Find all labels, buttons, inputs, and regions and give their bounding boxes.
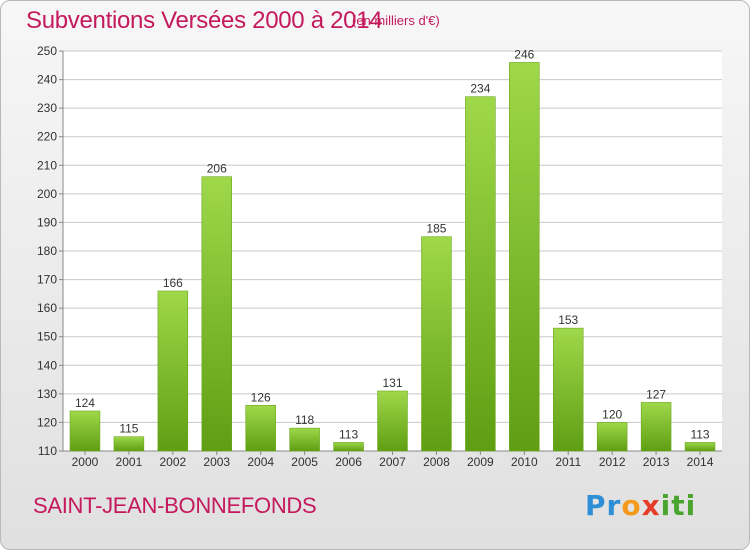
bar-value-label: 120 — [602, 407, 622, 421]
chart-title: Subventions Versées 2000 à 2014 — [26, 7, 383, 34]
y-tick-label: 200 — [37, 187, 57, 201]
x-tick-label: 2009 — [467, 455, 494, 469]
bar-value-label: 166 — [163, 276, 183, 290]
y-tick-label: 250 — [37, 44, 57, 58]
bar — [509, 62, 540, 452]
x-tick-label: 2007 — [379, 455, 406, 469]
x-tick-label: 2008 — [423, 455, 450, 469]
y-tick-label: 220 — [37, 130, 57, 144]
x-tick-label: 2010 — [511, 455, 538, 469]
bar — [421, 236, 452, 452]
bar — [640, 402, 672, 452]
bar-value-label: 206 — [207, 162, 227, 176]
y-tick-label: 240 — [37, 73, 57, 87]
bar-value-label: 124 — [75, 396, 95, 410]
x-tick-label: 2004 — [247, 455, 274, 469]
bar — [596, 422, 628, 452]
bar — [552, 327, 584, 452]
x-tick-label: 2003 — [203, 455, 230, 469]
bar-value-label: 113 — [339, 427, 358, 441]
x-tick-label: 2011 — [555, 455, 581, 469]
y-tick-label: 150 — [37, 330, 57, 344]
bar-value-label: 246 — [514, 47, 534, 61]
x-tick-label: 2000 — [72, 455, 99, 469]
bar-value-label: 115 — [119, 422, 138, 436]
y-tick-label: 180 — [37, 244, 57, 258]
x-tick-label: 2002 — [159, 455, 186, 469]
y-tick-label: 210 — [37, 158, 57, 172]
bar — [684, 442, 716, 452]
y-tick-label: 190 — [37, 215, 57, 229]
bar — [333, 442, 364, 452]
bar-value-label: 153 — [558, 313, 578, 327]
y-tick-label: 230 — [37, 101, 57, 115]
bar — [377, 390, 408, 452]
x-tick-label: 2014 — [687, 455, 714, 469]
proxiti-logo: Proxiti — [585, 489, 697, 522]
y-tick-label: 130 — [37, 387, 57, 401]
bar — [201, 176, 233, 452]
bar — [289, 427, 320, 452]
y-tick-label: 160 — [37, 301, 57, 315]
x-tick-label: 2001 — [116, 455, 143, 469]
bar-value-label: 118 — [295, 413, 314, 427]
x-tick-label: 2006 — [335, 455, 362, 469]
bar — [157, 290, 189, 452]
bar-value-label: 234 — [470, 82, 490, 96]
y-tick-label: 110 — [38, 444, 57, 458]
bar — [245, 404, 276, 452]
x-tick-label: 2012 — [599, 455, 626, 469]
bar-value-label: 127 — [646, 387, 666, 401]
y-tick-label: 170 — [37, 273, 57, 287]
x-tick-label: 2005 — [291, 455, 318, 469]
y-tick-label: 120 — [37, 415, 57, 429]
bar-value-label: 131 — [382, 376, 402, 390]
bar-chart: 110 120 130 140 150 160 170 180 190 200 210 220 230 2… — [37, 44, 722, 469]
bar — [69, 410, 101, 452]
bar — [465, 96, 496, 452]
y-tick-label: 140 — [37, 358, 57, 372]
x-tick-label: 2013 — [643, 455, 670, 469]
unit-label: (en milliers d'€) — [352, 13, 440, 28]
bar-value-label: 126 — [251, 390, 271, 404]
bar-value-label: 185 — [426, 222, 446, 236]
bar — [113, 436, 145, 452]
commune-name: SAINT-JEAN-BONNEFONDS — [33, 493, 317, 518]
bar-value-label: 113 — [690, 427, 709, 441]
